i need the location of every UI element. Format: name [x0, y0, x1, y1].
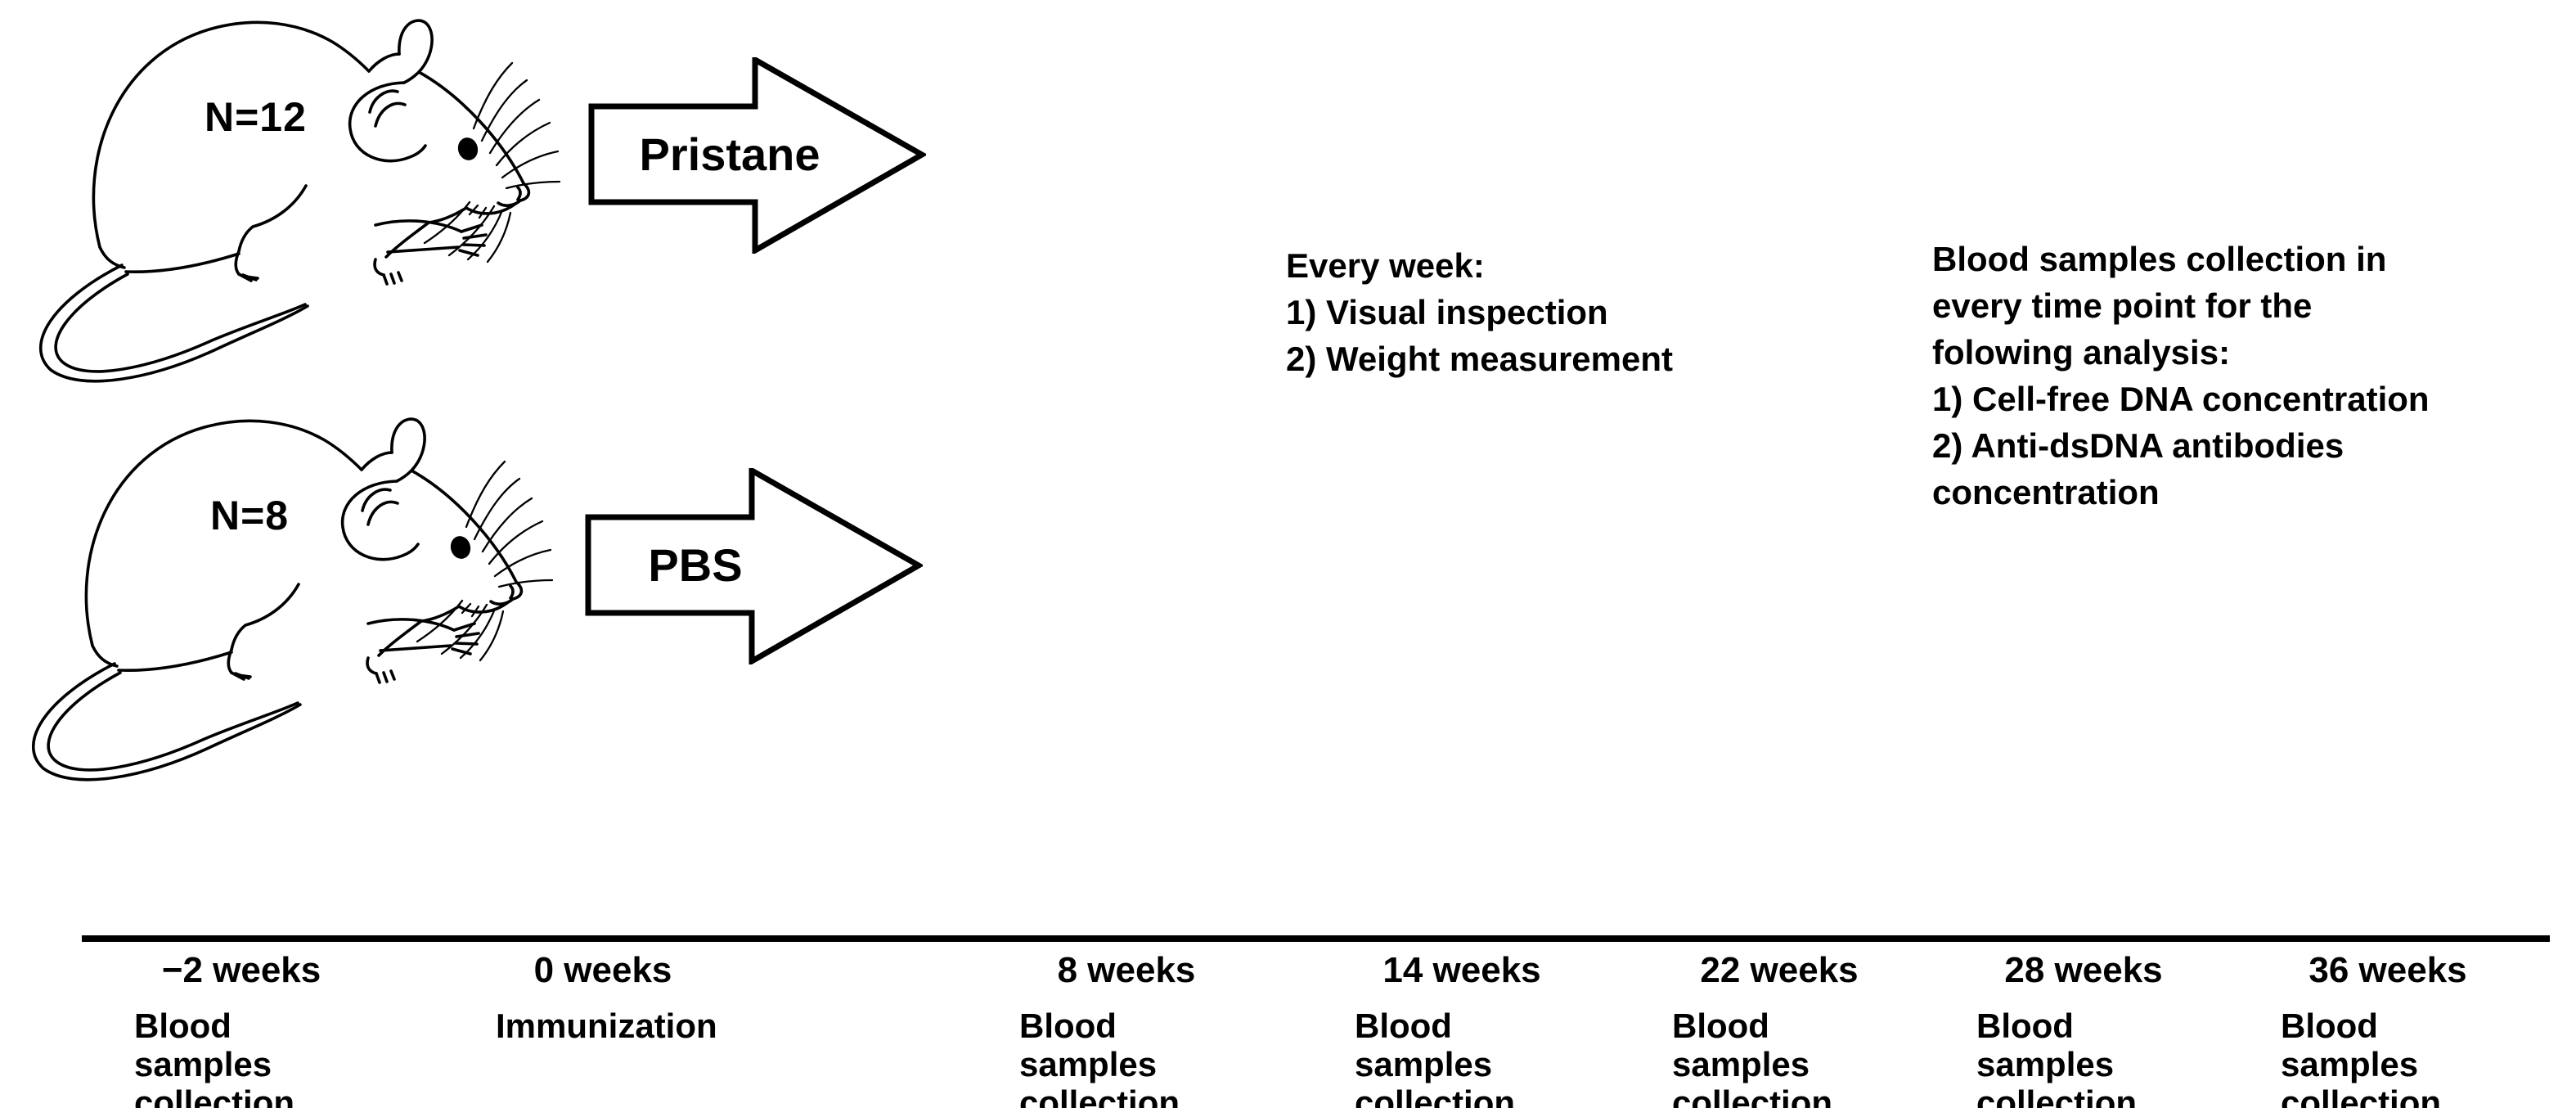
- group-size-label-pristane: N=12: [205, 94, 307, 140]
- timeline-axis: [82, 935, 2550, 942]
- timeline-week-label: 22 weeks: [1700, 950, 1859, 990]
- timeline-point-28-weeks: 28 weeks Blood samples collection: [1965, 953, 2202, 1108]
- timeline-point-8-weeks: 8 weeks Blood samples collection: [1008, 953, 1245, 1108]
- timeline-point-22-weeks: 22 weeks Blood samples collection: [1661, 953, 1898, 1108]
- timeline-point-36-weeks: 36 weeks Blood samples collection: [2269, 953, 2506, 1108]
- timeline-event-label: Blood samples collection: [2281, 1007, 2442, 1108]
- group-size-label-pbs: N=8: [210, 493, 290, 538]
- timeline-event-label: Blood samples collection: [1355, 1007, 1516, 1108]
- timeline-event-label: Immunization: [496, 1007, 717, 1045]
- mouse-illustration-pristane-group: [38, 19, 561, 383]
- treatment-label-pristane: Pristane: [639, 128, 820, 180]
- timeline-event-label: Blood samples collection: [134, 1007, 295, 1108]
- note-line: 2) Weight measurement: [1286, 340, 1674, 378]
- timeline-point-0-weeks: 0 weeks Immunization: [484, 950, 722, 1046]
- note-line: Blood samples collection in: [1932, 240, 2387, 278]
- timeline-event-label: Blood samples collection: [1019, 1007, 1180, 1108]
- timeline-point-14-weeks: 14 weeks Blood samples collection: [1343, 953, 1580, 1108]
- note-line: folowing analysis:: [1932, 333, 2231, 372]
- note-line: 2) Anti-dsDNA antibodies: [1932, 426, 2344, 465]
- note-line: 1) Cell-free DNA concentration: [1932, 380, 2430, 418]
- note-line: 1) Visual inspection: [1286, 293, 1608, 331]
- weekly-monitoring-note: Every week: 1) Visual inspection 2) Weig…: [1286, 242, 1673, 382]
- timeline-week-label: 8 weeks: [1057, 950, 1196, 990]
- note-line: Every week:: [1286, 246, 1485, 285]
- timeline-point-minus2-weeks: −2 weeks Blood samples collection: [123, 953, 360, 1108]
- timeline-event-label: Blood samples collection: [1976, 1007, 2138, 1108]
- timeline-week-label: −2 weeks: [161, 950, 321, 990]
- note-line: every time point for the: [1932, 286, 2313, 325]
- note-line: concentration: [1932, 473, 2160, 511]
- treatment-arrow-pbs: PBS: [584, 468, 923, 664]
- treatment-arrow-pristane: Pristane: [587, 57, 926, 254]
- timeline-week-label: 14 weeks: [1382, 950, 1541, 990]
- timeline-week-label: 36 weeks: [2309, 950, 2467, 990]
- mouse-illustration-pbs-group: [31, 417, 554, 781]
- timeline-week-label: 28 weeks: [2004, 950, 2163, 990]
- timeline-event-label: Blood samples collection: [1672, 1007, 1833, 1108]
- blood-analysis-note: Blood samples collection in every time p…: [1932, 236, 2430, 516]
- treatment-label-pbs: PBS: [648, 539, 743, 591]
- timeline-week-label: 0 weeks: [533, 950, 672, 990]
